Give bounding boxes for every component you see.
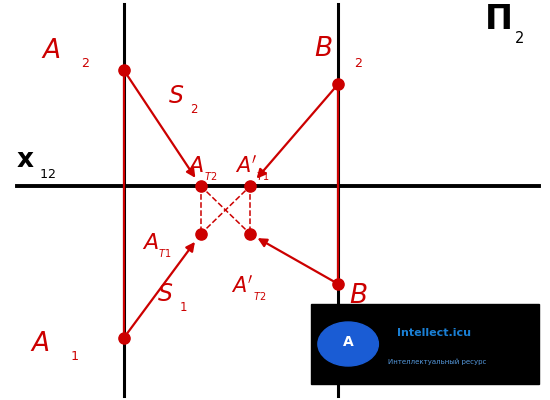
Text: Интеллектуальный ресурс: Интеллектуальный ресурс (388, 358, 486, 365)
Point (119, 335, 128, 341)
Text: $A'$: $A'$ (231, 274, 254, 296)
Circle shape (318, 322, 378, 366)
Text: $A$: $A$ (41, 38, 61, 64)
Text: $S$: $S$ (168, 84, 184, 108)
Text: Intellect.icu: Intellect.icu (398, 328, 471, 338)
Text: $_{T2}$: $_{T2}$ (253, 289, 266, 303)
Text: $\mathbf{x}$: $\mathbf{x}$ (16, 147, 35, 173)
Text: $S$: $S$ (157, 282, 173, 306)
Text: $_{T1}$: $_{T1}$ (158, 246, 172, 260)
Text: $_{T2}$: $_{T2}$ (204, 169, 217, 183)
Point (334, 281, 343, 287)
Point (196, 183, 205, 189)
Text: $_1$: $_1$ (179, 296, 188, 314)
Text: $_2$: $_2$ (354, 52, 363, 70)
Text: $_1$: $_1$ (70, 345, 79, 363)
Text: A: A (343, 335, 354, 350)
Text: $_2$: $_2$ (190, 98, 198, 116)
Text: $_{T1}$: $_{T1}$ (256, 169, 269, 183)
Point (246, 183, 255, 189)
Text: $_1$: $_1$ (389, 298, 398, 316)
Text: $A$: $A$ (187, 156, 204, 176)
Point (196, 231, 205, 237)
Text: $_2$: $_2$ (81, 52, 90, 70)
Text: $B$: $B$ (314, 36, 332, 62)
Point (119, 67, 128, 73)
Text: $A$: $A$ (142, 233, 159, 253)
Text: $_2$: $_2$ (514, 26, 524, 46)
Text: $_{12}$: $_{12}$ (39, 163, 56, 181)
Text: $A$: $A$ (30, 331, 50, 357)
Text: $A'$: $A'$ (235, 154, 258, 176)
Text: $B$: $B$ (349, 283, 368, 309)
FancyBboxPatch shape (311, 304, 539, 384)
Text: $\mathbf{\Pi}$: $\mathbf{\Pi}$ (484, 3, 511, 36)
Point (246, 231, 255, 237)
Point (334, 81, 343, 87)
